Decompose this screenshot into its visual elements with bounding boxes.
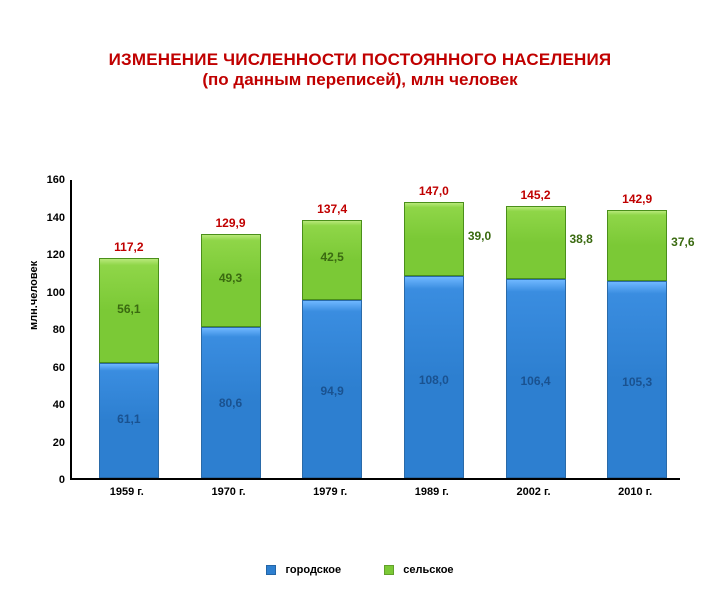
value-label-urban: 106,4 xyxy=(506,374,566,388)
legend-label-rural: сельское xyxy=(403,564,453,576)
bar-group: 106,438,8145,2 xyxy=(506,206,566,478)
chart-title: ИЗМЕНЕНИЕ ЧИСЛЕННОСТИ ПОСТОЯННОГО НАСЕЛЕ… xyxy=(0,50,720,90)
legend-item-urban: городское xyxy=(266,564,341,576)
bar-rural xyxy=(506,206,566,279)
y-tick: 140 xyxy=(40,212,65,224)
chart-area: 61,1 56,1 117,2 80,6 49,3 129,9 94,9 42,5 137,4 1… xyxy=(70,180,690,500)
legend-swatch-rural xyxy=(384,565,394,575)
x-tick: 1989 г. xyxy=(392,486,472,498)
bar-group: 61,156,1117,2 xyxy=(99,258,159,478)
x-tick: 1959 г. xyxy=(87,486,167,498)
bar-group: 94,942,5137,4 xyxy=(302,220,362,478)
value-label-rural: 39,0 xyxy=(468,229,491,243)
title-line-2: (по данным переписей), млн человек xyxy=(40,70,680,90)
value-label-total: 117,2 xyxy=(99,240,159,254)
bar-group: 105,337,6142,9 xyxy=(607,210,667,478)
legend-label-urban: городское xyxy=(286,564,342,576)
title-line-1: ИЗМЕНЕНИЕ ЧИСЛЕННОСТИ ПОСТОЯННОГО НАСЕЛЕ… xyxy=(40,50,680,70)
value-label-rural: 37,6 xyxy=(671,235,694,249)
y-tick: 20 xyxy=(40,437,65,449)
value-label-total: 129,9 xyxy=(201,216,261,230)
value-label-urban: 105,3 xyxy=(607,375,667,389)
y-tick: 100 xyxy=(40,287,65,299)
value-label-rural: 56,1 xyxy=(99,302,159,316)
bar-rural xyxy=(607,210,667,281)
value-label-total: 137,4 xyxy=(302,202,362,216)
y-tick: 60 xyxy=(40,362,65,374)
bar-rural xyxy=(404,202,464,275)
value-label-urban: 61,1 xyxy=(99,412,159,426)
plot: 61,1 56,1 117,2 80,6 49,3 129,9 94,9 42,5 137,4 1… xyxy=(70,180,680,480)
value-label-rural: 38,8 xyxy=(570,232,593,246)
y-tick: 160 xyxy=(40,174,65,186)
value-label-total: 142,9 xyxy=(607,192,667,206)
value-label-urban: 80,6 xyxy=(201,396,261,410)
value-label-urban: 94,9 xyxy=(302,384,362,398)
legend-item-rural: сельское xyxy=(384,564,453,576)
x-tick: 1979 г. xyxy=(290,486,370,498)
value-label-total: 147,0 xyxy=(404,184,464,198)
y-tick: 40 xyxy=(40,399,65,411)
x-tick: 1970 г. xyxy=(189,486,269,498)
value-label-rural: 42,5 xyxy=(302,250,362,264)
x-tick: 2002 г. xyxy=(494,486,574,498)
y-tick: 0 xyxy=(40,474,65,486)
legend-swatch-urban xyxy=(266,565,276,575)
y-tick: 120 xyxy=(40,249,65,261)
bar-group: 80,649,3129,9 xyxy=(201,234,261,478)
y-tick: 80 xyxy=(40,324,65,336)
x-tick: 2010 г. xyxy=(595,486,675,498)
value-label-rural: 49,3 xyxy=(201,271,261,285)
y-axis-label: млн.человек xyxy=(28,261,40,330)
value-label-total: 145,2 xyxy=(506,188,566,202)
value-label-urban: 108,0 xyxy=(404,373,464,387)
legend: городское сельское xyxy=(0,564,720,576)
bar-group: 108,039,0147,0 xyxy=(404,202,464,478)
